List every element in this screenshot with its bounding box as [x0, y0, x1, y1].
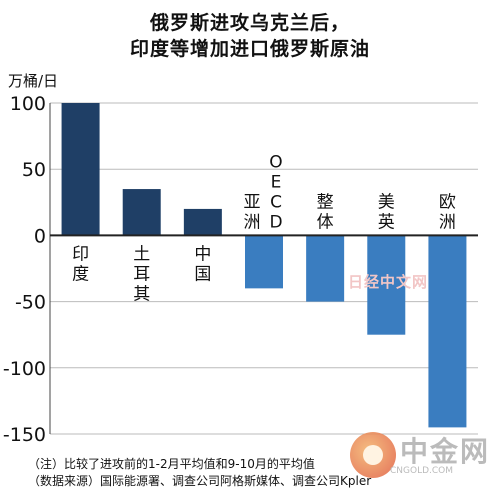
category-label: 整: [317, 192, 334, 212]
grid: [50, 102, 478, 435]
bar: [428, 235, 467, 428]
bar: [61, 103, 100, 236]
y-axis-unit: 万桶/日: [8, 72, 58, 90]
category-label: 亚: [244, 192, 261, 212]
category-label: 美: [378, 192, 395, 212]
bar: [367, 235, 406, 335]
y-tick-label: -50: [15, 292, 46, 314]
category-label: O: [269, 152, 282, 172]
bar: [183, 208, 222, 236]
brand-url: CNGOLD.COM: [390, 466, 454, 476]
y-tick-label: 50: [22, 159, 46, 181]
category-label: 度: [72, 264, 89, 284]
category-label: 土: [133, 244, 150, 264]
coin-icon: [350, 432, 396, 478]
category-label: 其: [133, 284, 150, 304]
y-tick-label: 100: [10, 93, 46, 115]
category-label: 英: [378, 212, 395, 232]
category-label: 欧: [439, 192, 456, 212]
category-label: 体: [317, 212, 334, 232]
category-label: 印: [72, 244, 89, 264]
bar: [245, 235, 283, 289]
chart-title-line1: 俄罗斯进攻乌克兰后，: [149, 12, 350, 34]
category-label: 中: [194, 244, 211, 264]
footnote-note: （注）比较了进攻前的1-2月平均值和9-10月的平均值: [28, 457, 315, 471]
y-tick-label: -100: [3, 358, 46, 380]
site-watermark: 日经中文网: [348, 273, 429, 291]
category-label: 国: [194, 264, 211, 284]
category-label: C: [270, 192, 282, 212]
footnotes: （注）比较了进攻前的1-2月平均值和9-10月的平均值 （数据来源）国际能源署、…: [28, 456, 371, 490]
category-label: 洲: [244, 212, 261, 232]
bar: [122, 189, 161, 236]
category-label: 耳: [133, 264, 150, 284]
category-label: D: [269, 212, 282, 232]
y-tick-label: -150: [3, 424, 46, 446]
chart-title-line2: 印度等增加进口俄罗斯原油: [129, 38, 370, 60]
footnote-source: （数据来源）国际能源署、调查公司阿格斯媒体、调查公司Kpler: [28, 474, 372, 488]
brand-logo: 中金网 CNGOLD.COM: [350, 428, 500, 500]
category-label: E: [271, 172, 282, 192]
y-axis: 100 50 0 -50 -100 -150 万桶/日: [3, 72, 478, 446]
brand-name: 中金网: [400, 435, 491, 468]
bar: [306, 235, 345, 302]
y-tick-label: 0: [34, 225, 46, 247]
bars: [61, 103, 467, 428]
category-label: 洲: [439, 212, 456, 232]
